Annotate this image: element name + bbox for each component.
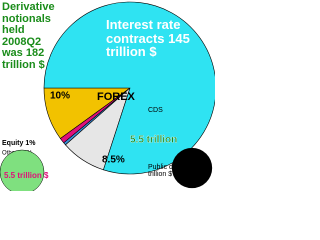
value-label: 10% — [50, 91, 70, 102]
small-pie — [0, 149, 45, 191]
chart-title: Derivative notionals held 2008Q2 was 182… — [2, 1, 55, 71]
comparison-label: Public debt 10 trillion $ — [148, 164, 193, 179]
slice-label: Equity 1% — [2, 140, 36, 147]
value-label: 8.5% — [102, 155, 125, 166]
comparison-circle — [171, 147, 213, 189]
annotation: 5.5 trillion $ — [4, 171, 49, 180]
slice-label: CDS — [148, 107, 163, 114]
slice-label: FOREX — [97, 91, 136, 103]
pie-slice — [43, 1, 215, 175]
annotation: 5.5 trillion — [130, 135, 177, 146]
slice-label: Interest rate contracts 145 trillion $ — [106, 17, 190, 60]
